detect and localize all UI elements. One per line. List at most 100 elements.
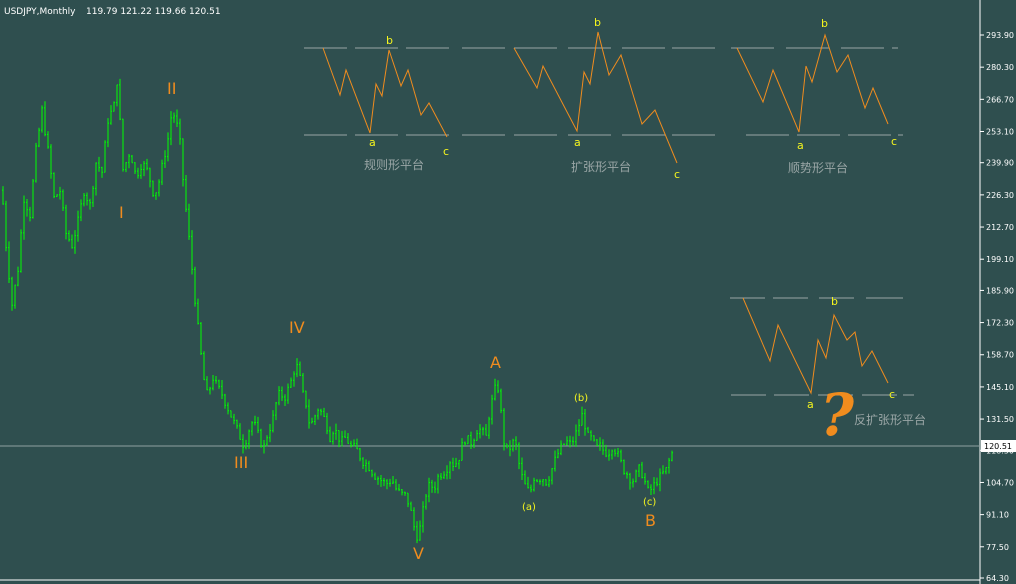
ohlc-bar	[191, 230, 193, 275]
ohlc-bar	[365, 459, 367, 473]
price-tick-label: 64.30	[986, 574, 1009, 583]
diagram4-title: 反扩张形平台	[854, 412, 926, 427]
ohlc-bar	[638, 464, 640, 477]
ohlc-bar	[563, 443, 565, 446]
ohlc-bar	[383, 478, 385, 487]
ohlc-bar	[656, 477, 658, 487]
ohlc-bar	[95, 162, 97, 196]
ohlc-bar	[164, 150, 166, 169]
wave-label-IV: IV	[289, 318, 305, 337]
ohlc-bar	[254, 415, 256, 426]
ohlc-bar	[116, 84, 118, 107]
price-tick-label: 131.50	[986, 415, 1014, 424]
ohlc-bar	[458, 459, 460, 470]
ohlc-bar	[146, 158, 148, 171]
ohlc-bar	[341, 430, 343, 447]
ohlc-bar	[23, 195, 25, 240]
price-tick-label: 199.10	[986, 255, 1014, 264]
price-tick-label: 77.50	[986, 543, 1009, 552]
ohlc-bar	[578, 419, 580, 437]
diagram3-c: c	[891, 135, 897, 148]
ohlc-bar	[338, 429, 340, 448]
price-tick-label: 185.90	[986, 286, 1014, 295]
price-tick-label: 226.30	[986, 191, 1014, 200]
ohlc-bar	[503, 408, 505, 451]
ohlc-bar	[83, 193, 85, 207]
ohlc-bar	[560, 440, 562, 456]
ohlc-bar	[14, 284, 16, 309]
price-tick-label: 239.90	[986, 159, 1014, 168]
ohlc-bar	[407, 492, 409, 508]
ohlc-bar	[431, 479, 433, 493]
ohlc-bar	[344, 430, 346, 438]
ohlc-bar	[335, 423, 337, 440]
ohlc-bar	[77, 210, 79, 242]
ohlc-bar	[404, 491, 406, 496]
ohlc-bar	[221, 380, 223, 400]
ohlc-bar	[176, 109, 178, 127]
ohlc-bar	[269, 424, 271, 443]
symbol-label: USDJPY,Monthly	[4, 7, 76, 17]
ohlc-bar	[497, 380, 499, 394]
ohlc-bar	[320, 408, 322, 416]
ohlc-bar	[665, 467, 667, 475]
diagram1-b: b	[386, 34, 393, 47]
ohlc-bar	[263, 439, 265, 454]
price-tick-label: 212.70	[986, 223, 1014, 232]
ohlc-bar	[245, 439, 247, 450]
ohlc-bar	[308, 399, 310, 429]
diagram3-b: b	[821, 17, 828, 30]
ohlc-bar	[323, 407, 325, 418]
ohlc-bar	[590, 430, 592, 441]
wave-label-V: V	[413, 544, 424, 563]
ohlc-bar	[524, 470, 526, 485]
ohlc-bar	[488, 416, 490, 439]
ohlc-bar	[299, 361, 301, 377]
ohlc-bar	[584, 409, 586, 436]
ohlc-bar	[635, 469, 637, 483]
diagram3-a: a	[797, 139, 804, 152]
ohlc-bar	[224, 393, 226, 409]
ohlc-bar	[5, 200, 7, 252]
ohlc-bar	[119, 78, 121, 121]
diagram1-title: 规则形平台	[364, 157, 424, 172]
ohlc-bar	[281, 386, 283, 402]
ohlc-bar	[362, 457, 364, 469]
wave-label-A: A	[490, 353, 501, 372]
ohlc-bar	[206, 376, 208, 391]
ohlc-bar	[449, 461, 451, 479]
ohlc-bar	[551, 468, 553, 485]
ohlc-bar	[272, 410, 274, 433]
ohlc-bar	[611, 449, 613, 460]
ohlc-bar	[548, 476, 550, 488]
ohlc-bar	[98, 156, 100, 172]
ohlc-bar	[572, 436, 574, 446]
ohlc-bar	[512, 438, 514, 452]
ohlc-bar	[290, 377, 292, 388]
ohlc-bar	[425, 493, 427, 510]
subwave-label-c: (c)	[643, 497, 656, 508]
ohlc-bar	[125, 162, 127, 173]
ohlc-bar	[470, 431, 472, 450]
ohlc-bar	[197, 298, 199, 325]
ohlc-bar	[413, 507, 415, 531]
ohlc-bar	[26, 199, 28, 217]
current-price-badge: 120.51	[981, 440, 1016, 452]
ohlc-bar	[296, 358, 298, 378]
diagram1-c: c	[443, 145, 449, 158]
ohlc-bar	[569, 435, 571, 448]
ohlc-bar	[422, 501, 424, 533]
ohlc-bar	[410, 501, 412, 511]
ohlc-bar	[659, 468, 661, 492]
diagram2-b: b	[594, 16, 601, 29]
ohlc-bar	[92, 185, 94, 207]
ohlc-bar	[374, 472, 376, 480]
ohlc-bar	[302, 372, 304, 393]
ohlc-bar	[188, 203, 190, 240]
ohlc-bar	[395, 479, 397, 491]
ohlc-bar	[542, 478, 544, 487]
ohlc-bar	[455, 457, 457, 468]
ohlc-bar	[443, 471, 445, 480]
ohlc-bar	[257, 416, 259, 434]
